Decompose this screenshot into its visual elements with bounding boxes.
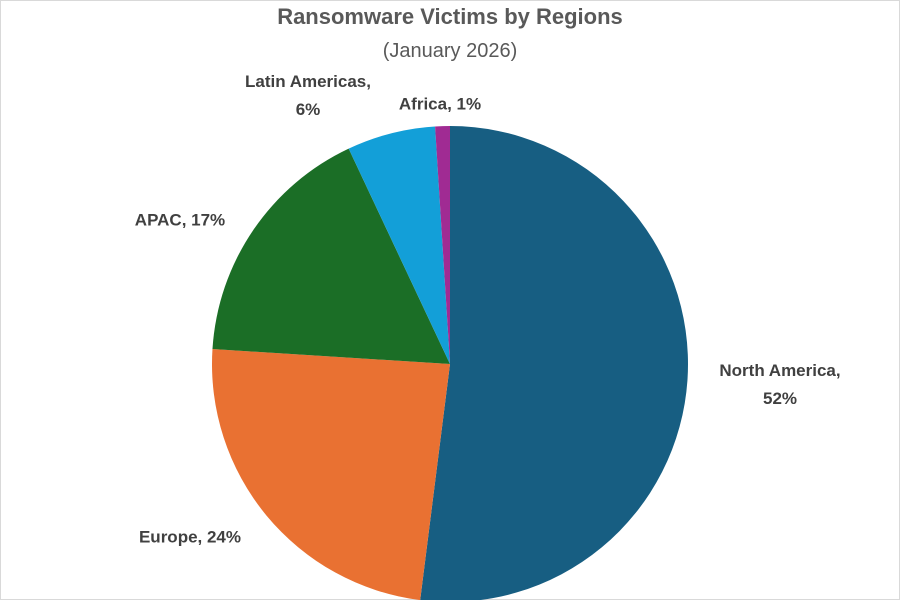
chart-subtitle: (January 2026) bbox=[383, 40, 518, 62]
pie-slice bbox=[420, 126, 688, 600]
pie-slice bbox=[212, 148, 450, 364]
data-label-line: 52% bbox=[763, 389, 797, 408]
data-label: Europe, 24% bbox=[139, 527, 241, 546]
data-label-line: North America, bbox=[719, 361, 840, 380]
data-label: Africa, 1% bbox=[399, 94, 481, 113]
pie-slice bbox=[348, 126, 450, 364]
data-label: North America, 52% bbox=[719, 361, 840, 408]
chart-title: Ransomware Victims by Regions bbox=[277, 4, 623, 29]
data-label: Latin Americas, 6% bbox=[245, 72, 371, 119]
pie-slice bbox=[212, 349, 450, 600]
pie-slice bbox=[435, 126, 450, 364]
data-label-line: 6% bbox=[296, 100, 321, 119]
data-label: APAC, 17% bbox=[135, 210, 225, 229]
data-label-line: Latin Americas, bbox=[245, 72, 371, 91]
